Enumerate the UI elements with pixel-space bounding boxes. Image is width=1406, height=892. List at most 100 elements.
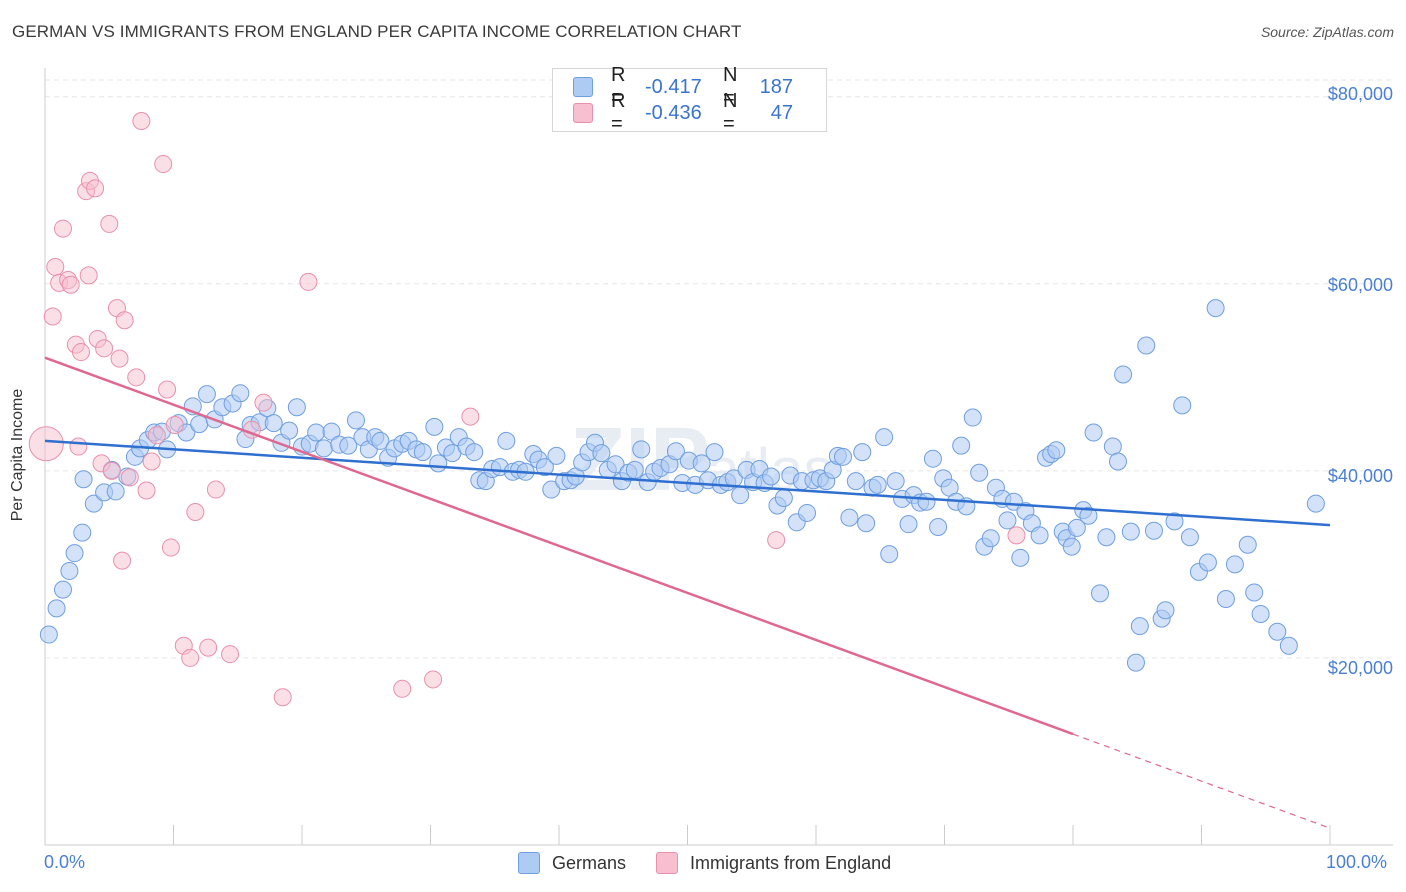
data-point-germans — [197, 385, 216, 404]
data-point-germans — [1097, 528, 1116, 547]
data-point-germans — [65, 544, 84, 563]
data-point-germans — [1144, 521, 1163, 540]
y-tick-label: $60,000 — [1327, 275, 1393, 295]
chart-title: GERMAN VS IMMIGRANTS FROM ENGLAND PER CA… — [12, 22, 742, 41]
n-label: N = — [723, 64, 738, 109]
legend-item-germans[interactable]: Germans — [518, 852, 626, 874]
data-point-germans — [1165, 512, 1184, 531]
data-point-germans — [1173, 396, 1192, 415]
trend-lines — [44, 356, 1331, 829]
data-point-germans — [1067, 518, 1086, 537]
data-point-immigrants — [69, 437, 88, 456]
data-point-germans — [73, 523, 92, 542]
data-point-germans — [314, 439, 333, 458]
data-point-germans — [762, 467, 781, 486]
legend-swatch-blue — [573, 77, 593, 97]
data-point-immigrants — [113, 551, 132, 570]
data-point-germans — [497, 431, 516, 450]
data-point-germans — [39, 625, 58, 644]
data-point-immigrants — [43, 307, 62, 326]
data-point-germans — [53, 580, 72, 599]
data-point-germans — [625, 460, 644, 479]
data-point-germans — [692, 454, 711, 473]
data-point-germans — [1062, 537, 1081, 556]
data-point-germans — [1084, 423, 1103, 442]
data-point-germans — [899, 515, 918, 534]
data-point-germans — [981, 529, 1000, 548]
data-point-immigrants — [181, 648, 200, 667]
data-point-germans — [875, 428, 894, 447]
data-point-germans — [339, 436, 358, 455]
data-point-germans — [1198, 553, 1217, 572]
data-point-germans — [840, 508, 859, 527]
data-point-immigrants — [53, 219, 72, 238]
data-point-germans — [1216, 589, 1235, 608]
legend-swatch-pink — [656, 852, 679, 874]
r-value: -0.436 — [645, 101, 702, 124]
data-point-germans — [346, 411, 365, 430]
data-point-germans — [798, 503, 817, 522]
data-point-immigrants — [61, 275, 80, 294]
data-point-germans — [465, 443, 484, 462]
data-point-germans — [592, 444, 611, 463]
data-point-germans — [371, 431, 390, 450]
data-point-germans — [731, 486, 750, 505]
data-point-germans — [853, 443, 872, 462]
data-point-germans — [47, 599, 66, 618]
legend-item-england[interactable]: Immigrants from England — [656, 852, 891, 874]
y-tick-label: $20,000 — [1327, 658, 1393, 678]
data-point-germans — [632, 440, 651, 459]
n-label: N = — [723, 90, 738, 135]
data-point-germans — [547, 446, 566, 465]
data-point-immigrants — [161, 538, 180, 557]
data-point-germans — [963, 408, 982, 427]
source-note: Source: ZipAtlas.com — [1260, 24, 1394, 40]
data-point-germans — [1251, 604, 1270, 623]
data-point-germans — [1121, 522, 1140, 541]
data-point-germans — [1108, 452, 1127, 471]
series-legend: Germans Immigrants from England — [518, 852, 921, 874]
data-point-immigrants — [132, 112, 151, 131]
y-tick-label: $40,000 — [1327, 466, 1393, 486]
data-point-germans — [106, 482, 125, 501]
data-point-germans — [1011, 548, 1030, 567]
data-point-germans — [84, 494, 103, 513]
data-point-germans — [413, 443, 432, 462]
data-point-germans — [190, 415, 209, 434]
data-point-germans — [264, 414, 283, 433]
series-immigrants-england — [28, 112, 1026, 707]
data-point-immigrants — [186, 503, 205, 522]
r-label: R = — [611, 64, 626, 109]
n-value: 187 — [759, 75, 793, 98]
data-point-germans — [1137, 336, 1156, 355]
data-point-immigrants — [254, 393, 273, 412]
data-point-immigrants — [110, 349, 129, 368]
data-point-immigrants — [100, 214, 119, 233]
data-point-germans — [1245, 583, 1264, 602]
data-point-germans — [1306, 494, 1325, 513]
trend-line-germans — [44, 439, 1331, 527]
data-point-immigrants — [393, 679, 412, 698]
data-point-germans — [998, 511, 1017, 530]
data-point-germans — [307, 423, 326, 442]
data-point-immigrants — [71, 343, 90, 362]
y-axis-label: Per Capita Income — [9, 388, 26, 522]
data-point-germans — [857, 514, 876, 533]
data-point-germans — [429, 454, 448, 473]
data-point-immigrants — [120, 468, 139, 487]
data-point-immigrants — [221, 645, 240, 664]
data-point-immigrants — [767, 531, 786, 550]
data-point-germans — [1079, 506, 1098, 525]
legend-row-england: R = -0.436 N = 47 — [573, 90, 793, 135]
data-point-germans — [846, 472, 865, 491]
data-point-germans — [1206, 299, 1225, 318]
data-point-germans — [1103, 437, 1122, 456]
data-point-germans — [1180, 528, 1199, 547]
data-point-immigrants — [199, 638, 218, 657]
data-point-germans — [1279, 636, 1298, 655]
data-point-immigrants — [158, 380, 177, 399]
data-point-immigrants — [86, 179, 105, 198]
trend-line-immigrants-extension — [1072, 733, 1331, 829]
data-point-immigrants — [273, 688, 292, 707]
